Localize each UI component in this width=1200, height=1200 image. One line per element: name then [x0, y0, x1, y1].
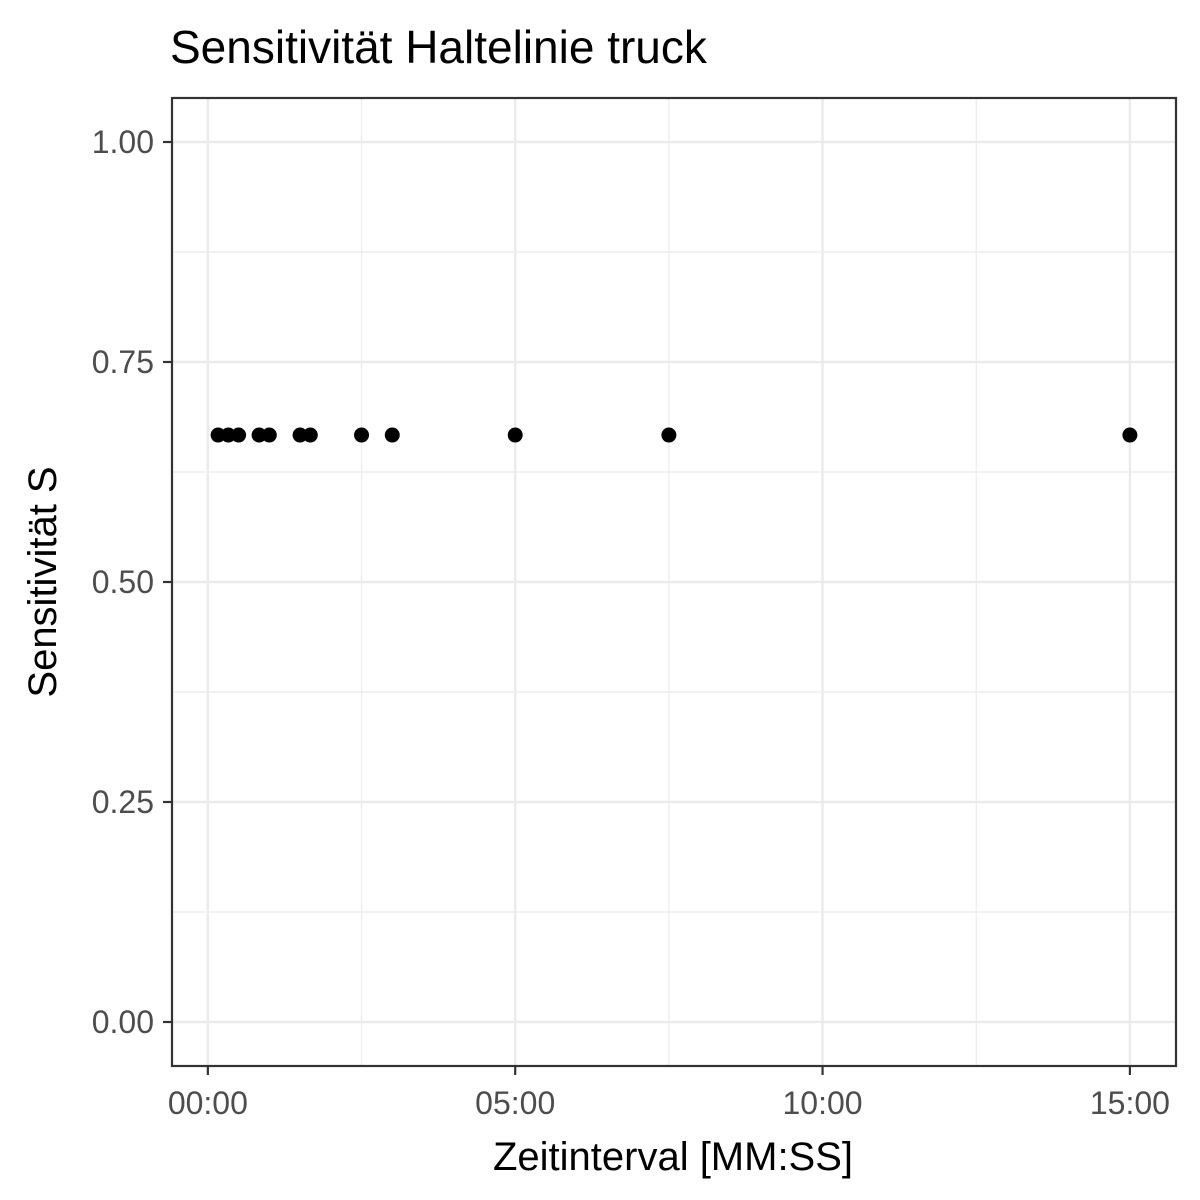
y-tick-label: 0.00 — [92, 1004, 154, 1040]
data-point — [302, 427, 318, 443]
data-point — [231, 427, 247, 443]
x-tick-label: 10:00 — [783, 1085, 863, 1121]
data-point — [1122, 427, 1138, 443]
y-tick-label: 1.00 — [92, 124, 154, 160]
grid-major — [172, 98, 1176, 1066]
data-points — [210, 427, 1138, 443]
y-tick-label: 0.75 — [92, 344, 154, 380]
data-point — [661, 427, 677, 443]
x-tick-label: 05:00 — [475, 1085, 555, 1121]
data-point — [384, 427, 400, 443]
y-tick-label: 0.50 — [92, 564, 154, 600]
x-axis: 00:00 05:00 10:00 15:00 — [168, 1066, 1170, 1121]
x-tick-label: 00:00 — [168, 1085, 248, 1121]
x-axis-title: Zeitinterval [MM:SS] — [493, 1135, 853, 1179]
chart-title: Sensitivität Haltelinie truck — [170, 21, 708, 73]
data-point — [507, 427, 523, 443]
x-tick-label: 15:00 — [1090, 1085, 1170, 1121]
y-axis: 0.00 0.25 0.50 0.75 1.00 — [92, 124, 172, 1040]
data-point — [261, 427, 277, 443]
y-axis-title: Sensitivität S — [21, 466, 65, 697]
y-tick-label: 0.25 — [92, 784, 154, 820]
data-point — [354, 427, 370, 443]
